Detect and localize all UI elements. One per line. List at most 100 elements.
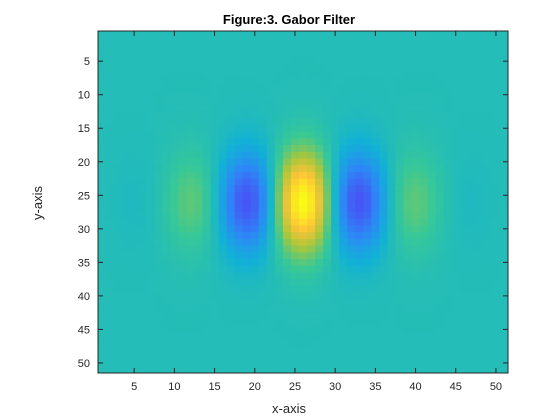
- heatmap-cell: [371, 191, 380, 200]
- heatmap-cell: [266, 145, 276, 153]
- heatmap-cell: [339, 118, 348, 126]
- heatmap-cell: [459, 339, 469, 347]
- heatmap-cell: [323, 71, 332, 79]
- heatmap-cell: [210, 259, 219, 267]
- heatmap-cell: [146, 326, 155, 334]
- heatmap-cell: [315, 64, 324, 72]
- heatmap-cell: [114, 171, 123, 179]
- heatmap-cell: [114, 326, 123, 334]
- heatmap-cell: [339, 77, 348, 86]
- heatmap-cell: [323, 37, 332, 45]
- heatmap-cell: [363, 232, 372, 240]
- heatmap-cell: [427, 252, 437, 260]
- heatmap-cell: [178, 205, 187, 213]
- heatmap-cell: [154, 151, 163, 159]
- heatmap-cell: [154, 352, 163, 360]
- heatmap-cell: [258, 319, 268, 327]
- heatmap-cell: [435, 218, 445, 226]
- heatmap-cell: [435, 91, 445, 99]
- heatmap-cell: [331, 138, 340, 146]
- heatmap-cell: [347, 212, 356, 220]
- heatmap-cell: [146, 312, 155, 320]
- heatmap-cell: [307, 118, 316, 126]
- heatmap-cell: [315, 312, 324, 320]
- heatmap-cell: [363, 145, 372, 153]
- heatmap-cell: [218, 104, 228, 112]
- heatmap-cell: [130, 77, 139, 86]
- heatmap-cell: [403, 178, 412, 186]
- heatmap-cell: [202, 158, 211, 166]
- heatmap-cell: [347, 218, 356, 226]
- heatmap-cell: [282, 346, 292, 354]
- heatmap-cell: [194, 51, 203, 59]
- heatmap-cell: [403, 332, 412, 340]
- heatmap-cell: [242, 111, 252, 119]
- heatmap-cell: [435, 285, 445, 293]
- heatmap-cell: [170, 305, 179, 314]
- heatmap-cell: [475, 51, 485, 59]
- heatmap-cell: [331, 272, 340, 280]
- heatmap-cell: [170, 64, 179, 72]
- heatmap-cell: [315, 305, 324, 314]
- heatmap-cell: [122, 185, 131, 193]
- heatmap-cell: [323, 131, 332, 139]
- heatmap-cell: [98, 232, 107, 240]
- heatmap-cell: [315, 71, 324, 79]
- heatmap-cell: [459, 151, 469, 159]
- heatmap-cell: [435, 272, 445, 280]
- heatmap-cell: [451, 198, 461, 206]
- heatmap-cell: [138, 332, 147, 340]
- heatmap-cell: [106, 272, 115, 280]
- heatmap-cell: [483, 346, 493, 354]
- heatmap-cell: [122, 44, 131, 52]
- heatmap-cell: [403, 279, 412, 287]
- heatmap-cell: [435, 252, 445, 260]
- heatmap-cell: [403, 359, 412, 367]
- heatmap-cell: [242, 71, 252, 79]
- heatmap-cell: [467, 91, 477, 99]
- heatmap-cell: [146, 285, 155, 293]
- heatmap-cell: [403, 319, 412, 327]
- heatmap-cell: [459, 225, 469, 233]
- heatmap-cell: [435, 212, 445, 220]
- heatmap-cell: [467, 158, 477, 166]
- heatmap-cell: [483, 91, 493, 99]
- heatmap-cell: [387, 285, 396, 293]
- heatmap-cell: [307, 265, 316, 273]
- heatmap-cell: [475, 151, 485, 159]
- heatmap-cell: [98, 98, 107, 106]
- heatmap-cell: [395, 191, 404, 200]
- heatmap-cell: [266, 64, 276, 72]
- heatmap-cell: [467, 151, 477, 159]
- heatmap-cell: [170, 359, 179, 367]
- heatmap-cell: [210, 185, 219, 193]
- x-tick-label: 40: [409, 381, 421, 393]
- heatmap-cell: [146, 124, 155, 132]
- heatmap-cell: [331, 352, 340, 360]
- heatmap-cell: [443, 124, 453, 132]
- heatmap-cell: [234, 352, 244, 360]
- heatmap-cell: [419, 64, 429, 72]
- heatmap-cell: [106, 212, 115, 220]
- heatmap-cell: [363, 171, 372, 179]
- heatmap-cell: [258, 225, 268, 233]
- heatmap-cell: [170, 352, 179, 360]
- heatmap-cell: [210, 84, 219, 92]
- heatmap-cell: [154, 84, 163, 92]
- heatmap-cell: [307, 339, 316, 347]
- heatmap-cell: [307, 359, 316, 367]
- heatmap-cell: [114, 352, 123, 360]
- heatmap-cell: [411, 37, 420, 45]
- heatmap-cell: [282, 191, 292, 200]
- heatmap-cell: [459, 285, 469, 293]
- heatmap-cell: [451, 124, 461, 132]
- heatmap-cell: [307, 84, 316, 92]
- heatmap-cell: [451, 212, 461, 220]
- heatmap-cell: [178, 245, 187, 253]
- heatmap-cell: [186, 366, 195, 374]
- heatmap-cell: [258, 178, 268, 186]
- heatmap-cell: [130, 131, 139, 139]
- heatmap-cell: [274, 212, 284, 220]
- heatmap-cell: [499, 299, 509, 307]
- heatmap-cell: [162, 191, 171, 200]
